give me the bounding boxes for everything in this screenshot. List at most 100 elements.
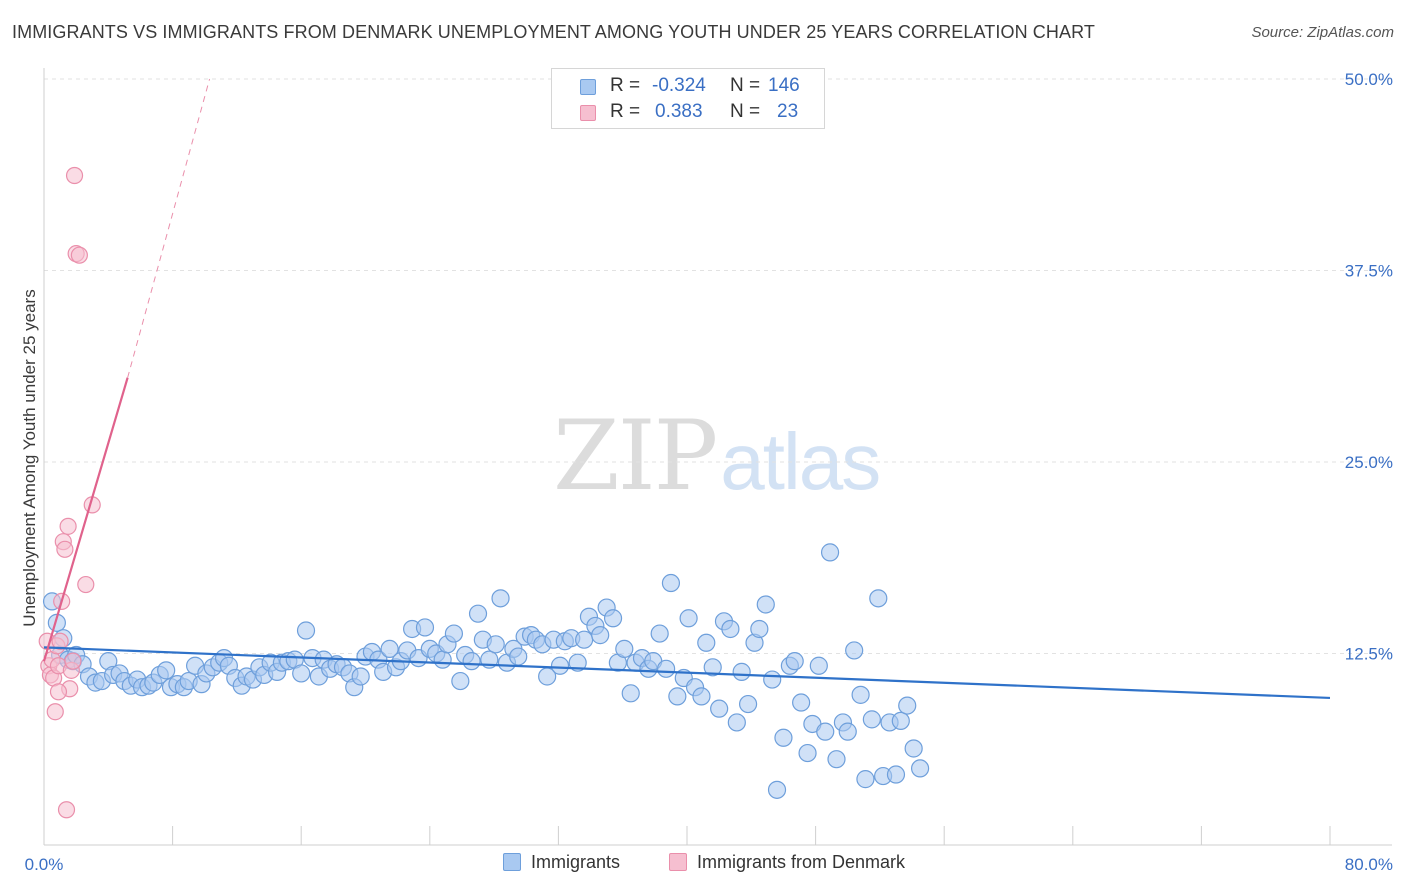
point-immigrants <box>615 639 634 659</box>
point-immigrants <box>468 604 488 623</box>
trendline-immigrants <box>43 646 1331 700</box>
point-denmark <box>46 703 64 721</box>
point-denmark <box>77 575 95 594</box>
point-immigrants <box>157 661 176 680</box>
point-immigrants <box>509 647 528 666</box>
point-immigrants <box>380 639 399 659</box>
y-tick-label: 37.5% <box>1345 262 1393 281</box>
point-immigrants <box>433 650 452 669</box>
n-label: N = <box>730 75 761 96</box>
point-immigrants <box>891 711 910 731</box>
point-immigrants <box>692 687 711 706</box>
point-denmark <box>59 517 77 535</box>
point-immigrants <box>898 696 917 715</box>
point-immigrants <box>869 589 888 608</box>
point-denmark <box>65 166 84 185</box>
point-immigrants <box>756 595 775 614</box>
point-immigrants <box>827 750 846 769</box>
point-immigrants <box>650 624 669 643</box>
r-label: R = <box>610 75 641 96</box>
series-legend: Immigrants Immigrants from Denmark <box>0 852 1406 878</box>
legend-row-denmark: R = 0.383 N = 23 <box>552 101 824 127</box>
legend-swatch-blue <box>503 853 521 871</box>
point-immigrants <box>886 765 906 784</box>
x-tick-label-min: 0.0% <box>25 855 64 874</box>
tick-labels: 12.5% 25.0% 37.5% 50.0% 0.0% 80.0% <box>25 70 1393 874</box>
y-tick-label: 50.0% <box>1345 70 1393 89</box>
r-value: -0.324 <box>652 75 706 96</box>
point-immigrants <box>486 635 505 654</box>
point-immigrants <box>845 641 864 660</box>
point-immigrants <box>591 626 610 645</box>
point-immigrants <box>820 543 840 562</box>
axes <box>43 68 1392 846</box>
point-denmark <box>49 683 68 701</box>
point-immigrants <box>703 658 722 677</box>
point-immigrants <box>550 656 570 675</box>
point-immigrants <box>491 589 510 608</box>
y-tick-label: 12.5% <box>1345 645 1393 664</box>
point-immigrants <box>661 573 681 593</box>
point-immigrants <box>767 780 787 799</box>
point-immigrants <box>862 710 881 729</box>
point-immigrants <box>910 759 930 778</box>
point-immigrants <box>679 609 698 628</box>
point-immigrants <box>856 770 875 789</box>
legend-item-immigrants: Immigrants <box>503 852 620 873</box>
y-axis-title: Unemployment Among Youth under 25 years <box>20 289 39 627</box>
point-immigrants <box>697 633 716 652</box>
legend-swatch-pink <box>580 105 596 121</box>
point-immigrants <box>451 671 470 691</box>
point-immigrants <box>568 653 587 672</box>
point-immigrants <box>727 713 746 732</box>
point-immigrants <box>732 662 751 681</box>
chart-title: IMMIGRANTS VS IMMIGRANTS FROM DENMARK UN… <box>12 22 1095 42</box>
r-label: R = <box>610 101 641 122</box>
trendline-denmark-extension <box>127 78 211 378</box>
data-points <box>38 166 930 819</box>
legend-item-denmark: Immigrants from Denmark <box>669 852 905 873</box>
point-immigrants <box>750 619 769 639</box>
n-label: N = <box>730 101 761 122</box>
point-immigrants <box>774 728 793 747</box>
point-immigrants <box>904 739 923 758</box>
point-denmark <box>64 652 82 670</box>
point-denmark <box>51 632 69 650</box>
point-immigrants <box>575 630 594 649</box>
point-immigrants <box>710 699 729 718</box>
grid-lines <box>44 78 1392 654</box>
trendline-denmark <box>42 377 129 662</box>
point-immigrants <box>296 621 316 640</box>
legend-row-immigrants: R = -0.324 N = 146 <box>552 75 824 101</box>
legend-swatch-pink <box>669 853 687 871</box>
point-immigrants <box>763 670 782 689</box>
point-denmark <box>56 540 74 558</box>
point-denmark <box>70 246 88 264</box>
correlation-legend: R = -0.324 N = 146 R = 0.383 N = 23 <box>551 68 825 129</box>
point-immigrants <box>738 694 758 714</box>
x-tick-label-max: 80.0% <box>1345 855 1393 874</box>
y-tick-label: 25.0% <box>1345 453 1393 472</box>
point-immigrants <box>462 652 481 671</box>
legend-swatch-blue <box>580 79 596 95</box>
point-immigrants <box>415 618 435 637</box>
n-value: 23 <box>777 101 799 122</box>
legend-label-immigrants: Immigrants <box>531 852 621 872</box>
point-immigrants <box>621 684 640 703</box>
watermark-zip: ZIP <box>553 400 718 512</box>
point-denmark <box>57 801 76 819</box>
trend-lines <box>42 78 1331 700</box>
point-immigrants <box>809 656 828 675</box>
point-immigrants <box>851 685 870 704</box>
source-label: Source: ZipAtlas.com <box>1251 24 1394 41</box>
point-immigrants <box>444 624 464 643</box>
point-immigrants <box>292 664 311 683</box>
point-immigrants <box>816 722 835 741</box>
point-immigrants <box>721 619 740 639</box>
point-immigrants <box>351 667 370 686</box>
point-immigrants <box>657 659 676 678</box>
point-immigrants <box>785 652 804 671</box>
legend-label-denmark: Immigrants from Denmark <box>697 852 906 872</box>
point-immigrants <box>798 743 817 763</box>
